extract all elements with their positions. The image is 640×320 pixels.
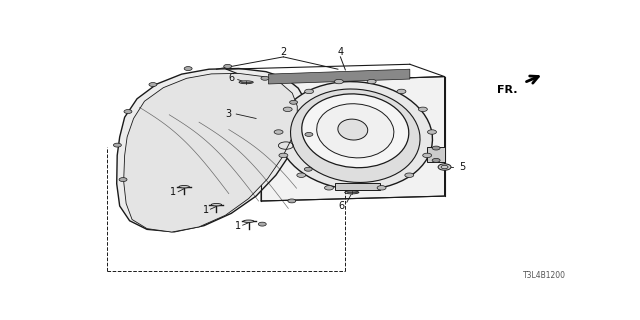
Ellipse shape — [291, 89, 420, 182]
Text: 2: 2 — [280, 47, 287, 57]
Polygon shape — [335, 182, 380, 190]
Polygon shape — [116, 68, 306, 232]
Ellipse shape — [302, 94, 409, 168]
Ellipse shape — [317, 104, 394, 158]
Text: 1: 1 — [204, 205, 209, 215]
Circle shape — [432, 158, 440, 162]
Circle shape — [274, 130, 283, 134]
Circle shape — [288, 199, 296, 203]
Ellipse shape — [345, 191, 359, 194]
Text: 6: 6 — [228, 73, 234, 83]
Circle shape — [290, 100, 298, 104]
Ellipse shape — [278, 82, 433, 190]
Circle shape — [367, 79, 376, 84]
Circle shape — [279, 153, 288, 158]
Circle shape — [224, 64, 232, 68]
Text: T3L4B1200: T3L4B1200 — [523, 271, 566, 280]
Polygon shape — [124, 73, 297, 232]
Text: 5: 5 — [459, 162, 465, 172]
Ellipse shape — [243, 220, 254, 222]
Circle shape — [324, 186, 333, 190]
Text: 3: 3 — [226, 108, 232, 118]
Ellipse shape — [239, 81, 253, 84]
Circle shape — [438, 164, 451, 170]
Circle shape — [113, 143, 122, 147]
Text: 6: 6 — [339, 201, 345, 211]
Circle shape — [422, 153, 431, 158]
Circle shape — [259, 222, 266, 226]
Circle shape — [305, 89, 314, 94]
Circle shape — [119, 178, 127, 181]
Circle shape — [261, 76, 269, 80]
Polygon shape — [428, 147, 445, 162]
Polygon shape — [261, 76, 445, 201]
Ellipse shape — [211, 204, 221, 206]
Circle shape — [304, 167, 312, 171]
Circle shape — [297, 173, 306, 177]
Text: 4: 4 — [337, 47, 344, 57]
Text: FR.: FR. — [497, 85, 518, 95]
Circle shape — [284, 107, 292, 112]
Circle shape — [377, 186, 386, 190]
Circle shape — [184, 67, 192, 70]
Ellipse shape — [179, 186, 189, 188]
Circle shape — [124, 109, 132, 114]
Circle shape — [428, 130, 436, 134]
Text: 1: 1 — [170, 188, 176, 197]
Ellipse shape — [338, 119, 368, 140]
Circle shape — [397, 89, 406, 94]
Circle shape — [305, 132, 313, 136]
Circle shape — [432, 146, 440, 150]
Polygon shape — [269, 69, 410, 84]
Circle shape — [419, 107, 428, 112]
Circle shape — [335, 79, 343, 84]
Text: 1: 1 — [235, 221, 241, 231]
Circle shape — [405, 173, 413, 177]
Circle shape — [149, 83, 157, 86]
